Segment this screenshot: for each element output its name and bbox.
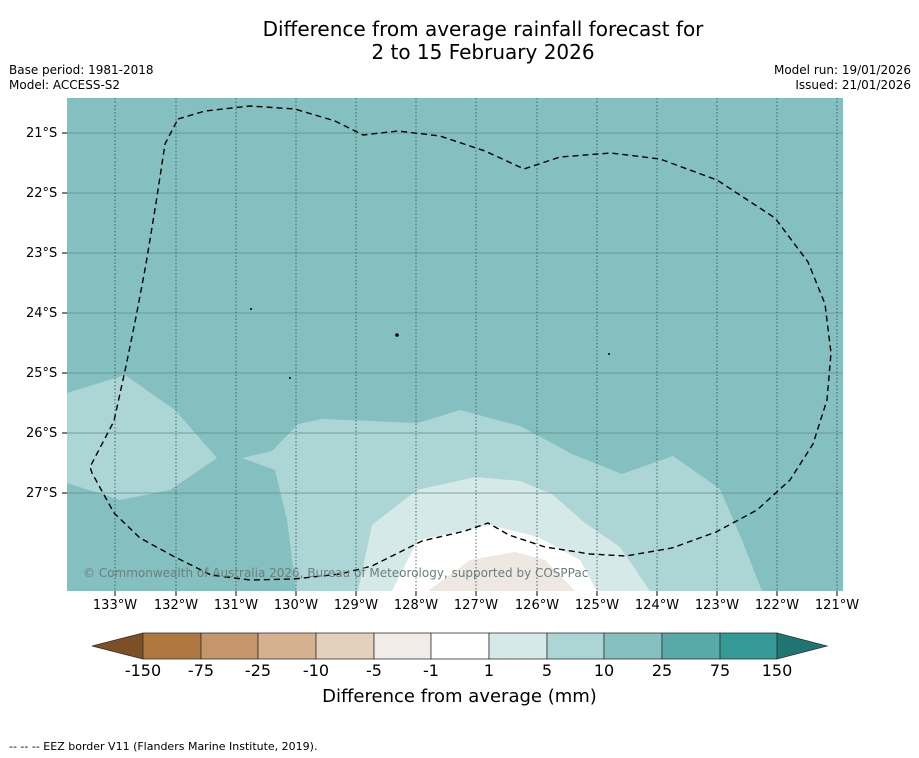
colorbar-tick: -1 [423,661,439,680]
lon-label: 124°W [634,598,680,613]
lon-label: 128°W [393,598,439,613]
map-fill [67,98,843,591]
lon-label: 129°W [333,598,379,613]
colorbar-extend-low [91,632,144,660]
map-frame-ticks [62,132,838,596]
colorbar-tick: 1 [483,661,495,680]
meta-right: Model run: 19/01/2026 Issued: 21/01/2026 [774,63,911,93]
region-5-10-west [67,375,217,500]
title-line-2: 2 to 15 February 2026 [371,40,595,64]
lon-label: 133°W [92,598,138,613]
colorbar-label: Difference from average (mm) [322,686,597,707]
colorbar-bin-9 [603,632,663,660]
colorbar-bin-10 [661,632,721,660]
model-run: Model run: 19/01/2026 [773,63,911,77]
lat-label: 22°S [26,186,58,201]
eez-border [89,105,832,581]
lon-label: 126°W [514,598,560,613]
lon-label: 132°W [153,598,199,613]
colorbar-tick: 150 [761,661,793,680]
region-neg5-neg1 [428,552,575,591]
lon-label: 122°W [754,598,800,613]
issued-date: Issued: 21/01/2026 [795,78,911,92]
colorbar-bin-2 [200,632,259,660]
lon-label: 125°W [574,598,620,613]
lat-lines [67,132,843,494]
colorbar [91,632,829,660]
colorbar-bin-5 [373,632,432,660]
lat-label: 23°S [26,246,58,261]
colorbar-bin-6 [430,632,490,660]
lon-label: 127°W [453,598,499,613]
colorbar-tick: 10 [593,661,615,680]
colorbar-tick: -75 [187,661,215,680]
islands [250,308,610,379]
copyright-text: © Commonwealth of Australia 2026, Bureau… [83,566,588,580]
footer-note: -- -- -- EEZ border V11 (Flanders Marine… [9,740,318,753]
lat-label: 25°S [26,366,58,381]
colorbar-bin-8 [546,632,605,660]
colorbar-tick: 75 [709,661,731,680]
colorbar-tick: -25 [244,661,272,680]
colorbar-bin-4 [315,632,375,660]
lon-label: 121°W [814,598,860,613]
colorbar-tick: -10 [302,661,330,680]
title-line-1: Difference from average rainfall forecas… [262,17,704,41]
base-period: Base period: 1981-2018 [9,63,154,77]
lat-label: 21°S [26,126,58,141]
meta-left: Base period: 1981-2018 Model: ACCESS-S2 [9,63,154,93]
colorbar-bin-11 [719,632,778,660]
colorbar-bin-7 [488,632,548,660]
colorbar-tick: -5 [366,661,382,680]
colorbar-tick: 5 [541,661,553,680]
graticule [67,98,843,591]
model-name: Model: ACCESS-S2 [9,78,121,92]
lat-label: 26°S [26,426,58,441]
chart-title: Difference from average rainfall forecas… [0,18,919,64]
lat-label: 27°S [26,486,58,501]
colorbar-bin-1 [142,632,202,660]
lon-label: 130°W [273,598,319,613]
lon-label: 123°W [694,598,740,613]
colorbar-tick: 25 [651,661,673,680]
colorbar-extend-high [776,632,829,660]
lat-label: 24°S [26,306,58,321]
colorbar-bin-3 [257,632,317,660]
lon-label: 131°W [213,598,259,613]
colorbar-tick: -150 [124,661,162,680]
lon-lines [114,98,838,591]
